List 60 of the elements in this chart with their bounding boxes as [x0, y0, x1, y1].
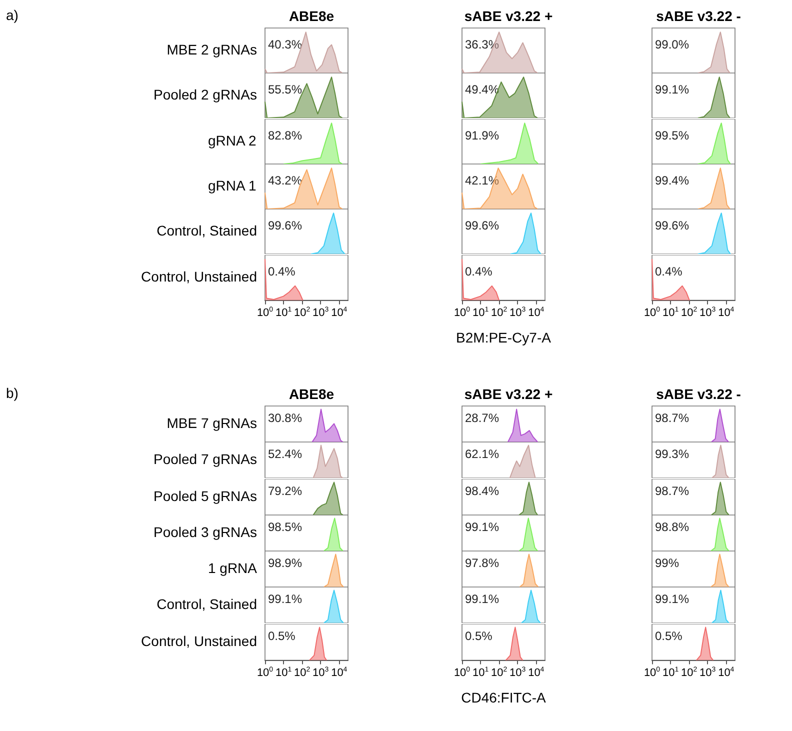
annotation: 99.5%: [655, 128, 690, 142]
annotation: 0.4%: [268, 264, 296, 278]
text: b): [6, 385, 18, 401]
annotation: 55.5%: [268, 82, 302, 97]
y-axis-title: Pooled 3 gRNAs: [153, 524, 258, 540]
annotation: 0.5%: [655, 628, 683, 643]
annotation: 40.3%: [268, 38, 302, 52]
annotation: 79.2%: [268, 484, 302, 498]
annotation: 62.1%: [465, 447, 500, 462]
annotation: 0.4%: [465, 264, 493, 278]
annotation: 0.4%: [655, 264, 683, 278]
annotation: 99.3%: [655, 447, 690, 462]
annotation: 91.9%: [465, 128, 500, 142]
y-axis-title: MBE 2 gRNAs: [166, 42, 257, 58]
chart-title: sABE v3.22 +: [464, 386, 553, 402]
annotation: 98.8%: [655, 520, 690, 534]
text: a): [6, 7, 18, 23]
annotation: 36.3%: [465, 38, 500, 52]
annotation: 98.4%: [465, 484, 500, 498]
annotation: 99.1%: [465, 520, 500, 534]
y-axis-title: Control, Unstained: [141, 268, 257, 284]
chart-title: ABE8e: [288, 8, 334, 24]
annotation: 98.5%: [268, 520, 302, 534]
annotation: 97.8%: [465, 556, 500, 570]
annotation: 82.8%: [268, 128, 302, 142]
annotation: 99.6%: [465, 218, 500, 233]
annotation: 99.6%: [268, 218, 302, 233]
y-axis-title: gRNA 2: [208, 132, 256, 148]
annotation: 0.5%: [465, 628, 493, 643]
annotation: 30.8%: [268, 411, 302, 426]
x-axis-title: CD46:FITC-A: [461, 688, 547, 705]
y-axis-title: Control, Stained: [156, 222, 258, 239]
chart-title: sABE v3.22 +: [464, 8, 553, 24]
annotation: 99.6%: [655, 218, 690, 233]
y-axis-title: Pooled 5 gRNAs: [153, 488, 258, 504]
annotation: 98.9%: [268, 556, 302, 570]
y-axis-title: 1 gRNA: [208, 560, 258, 576]
y-axis-title: MBE 7 gRNAs: [166, 415, 257, 432]
chart-title: sABE v3.22 -: [656, 8, 742, 24]
x-axis-title: B2M:PE-Cy7-A: [456, 328, 552, 345]
annotation: 99.0%: [655, 38, 690, 52]
annotation: 99%: [655, 556, 680, 570]
annotation: 99.1%: [465, 592, 500, 607]
chart-title: sABE v3.22 -: [656, 386, 742, 402]
annotation: 28.7%: [465, 411, 500, 426]
y-axis-title: gRNA 1: [208, 178, 256, 194]
annotation: 99.1%: [268, 592, 302, 607]
y-axis-title: Pooled 7 gRNAs: [153, 451, 258, 468]
annotation: 43.2%: [268, 174, 302, 188]
y-axis-title: Control, Stained: [156, 596, 258, 613]
annotation: 0.5%: [268, 628, 296, 643]
annotation: 99.1%: [655, 592, 690, 607]
y-axis-title: Pooled 2 gRNAs: [153, 86, 258, 103]
annotation: 99.1%: [655, 82, 690, 97]
annotation: 99.4%: [655, 174, 690, 188]
annotation: 98.7%: [655, 411, 690, 426]
y-axis-title: Control, Unstained: [141, 632, 257, 649]
annotation: 52.4%: [268, 447, 302, 462]
annotation: 98.7%: [655, 484, 690, 498]
chart-title: ABE8e: [288, 386, 334, 402]
